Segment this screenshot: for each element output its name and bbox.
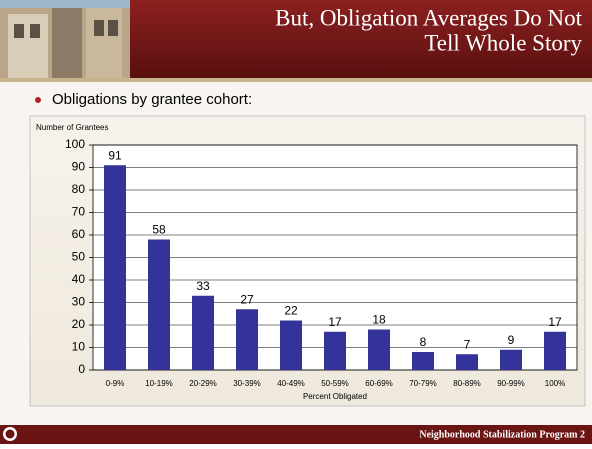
bar bbox=[544, 332, 566, 370]
x-axis-label: Percent Obligated bbox=[303, 392, 367, 401]
y-tick-label: 40 bbox=[72, 272, 86, 286]
value-label: 58 bbox=[152, 223, 166, 237]
bar bbox=[324, 332, 346, 370]
x-tick-label: 20-29% bbox=[189, 379, 217, 388]
x-tick-label: 100% bbox=[545, 379, 565, 388]
y-tick-label: 10 bbox=[72, 340, 86, 354]
value-label: 27 bbox=[240, 292, 254, 306]
footer-logo-inner bbox=[6, 430, 15, 439]
slide-title: But, Obligation Averages Do Not bbox=[275, 5, 582, 30]
bar bbox=[412, 352, 434, 370]
y-tick-label: 100 bbox=[65, 137, 85, 151]
value-label: 17 bbox=[328, 315, 342, 329]
bar bbox=[236, 309, 258, 370]
slide: But, Obligation Averages Do Not Tell Who… bbox=[0, 0, 592, 444]
x-tick-label: 40-49% bbox=[277, 379, 305, 388]
x-tick-label: 90-99% bbox=[497, 379, 525, 388]
y-tick-label: 0 bbox=[78, 362, 85, 376]
y-tick-label: 30 bbox=[72, 295, 86, 309]
value-label: 18 bbox=[372, 313, 386, 327]
x-tick-label: 60-69% bbox=[365, 379, 393, 388]
y-tick-label: 90 bbox=[72, 160, 86, 174]
y-tick-label: 20 bbox=[72, 317, 86, 331]
slide-title: Tell Whole Story bbox=[424, 30, 582, 55]
value-label: 8 bbox=[420, 335, 427, 349]
bullet-dot bbox=[35, 97, 41, 103]
value-label: 7 bbox=[464, 337, 471, 351]
y-tick-label: 50 bbox=[72, 250, 86, 264]
x-tick-label: 50-59% bbox=[321, 379, 349, 388]
y-tick-label: 60 bbox=[72, 227, 86, 241]
value-label: 17 bbox=[548, 315, 562, 329]
value-label: 91 bbox=[108, 148, 122, 162]
bar bbox=[500, 350, 522, 370]
footer-text: Neighborhood Stabilization Program 2 bbox=[419, 429, 585, 440]
x-tick-label: 10-19% bbox=[145, 379, 173, 388]
bar bbox=[280, 321, 302, 371]
x-tick-label: 80-89% bbox=[453, 379, 481, 388]
chart: 0 10 20 30 40 50 60 70 80 90 100 Number of Grantees… bbox=[36, 123, 577, 401]
value-label: 9 bbox=[508, 333, 515, 347]
header-photo bbox=[0, 0, 130, 78]
x-tick-label: 0-9% bbox=[106, 379, 125, 388]
bar bbox=[456, 354, 478, 370]
bar bbox=[104, 165, 126, 370]
bar bbox=[368, 330, 390, 371]
x-tick-label: 70-79% bbox=[409, 379, 437, 388]
x-tick-label: 30-39% bbox=[233, 379, 261, 388]
y-axis-label: Number of Grantees bbox=[36, 123, 108, 132]
value-label: 22 bbox=[284, 304, 298, 318]
y-tick-label: 80 bbox=[72, 182, 86, 196]
bullet-text: Obligations by grantee cohort: bbox=[52, 91, 252, 108]
value-label: 33 bbox=[196, 279, 210, 293]
bar bbox=[192, 296, 214, 370]
bar bbox=[148, 240, 170, 371]
header-rule bbox=[0, 78, 592, 82]
y-tick-label: 70 bbox=[72, 205, 86, 219]
